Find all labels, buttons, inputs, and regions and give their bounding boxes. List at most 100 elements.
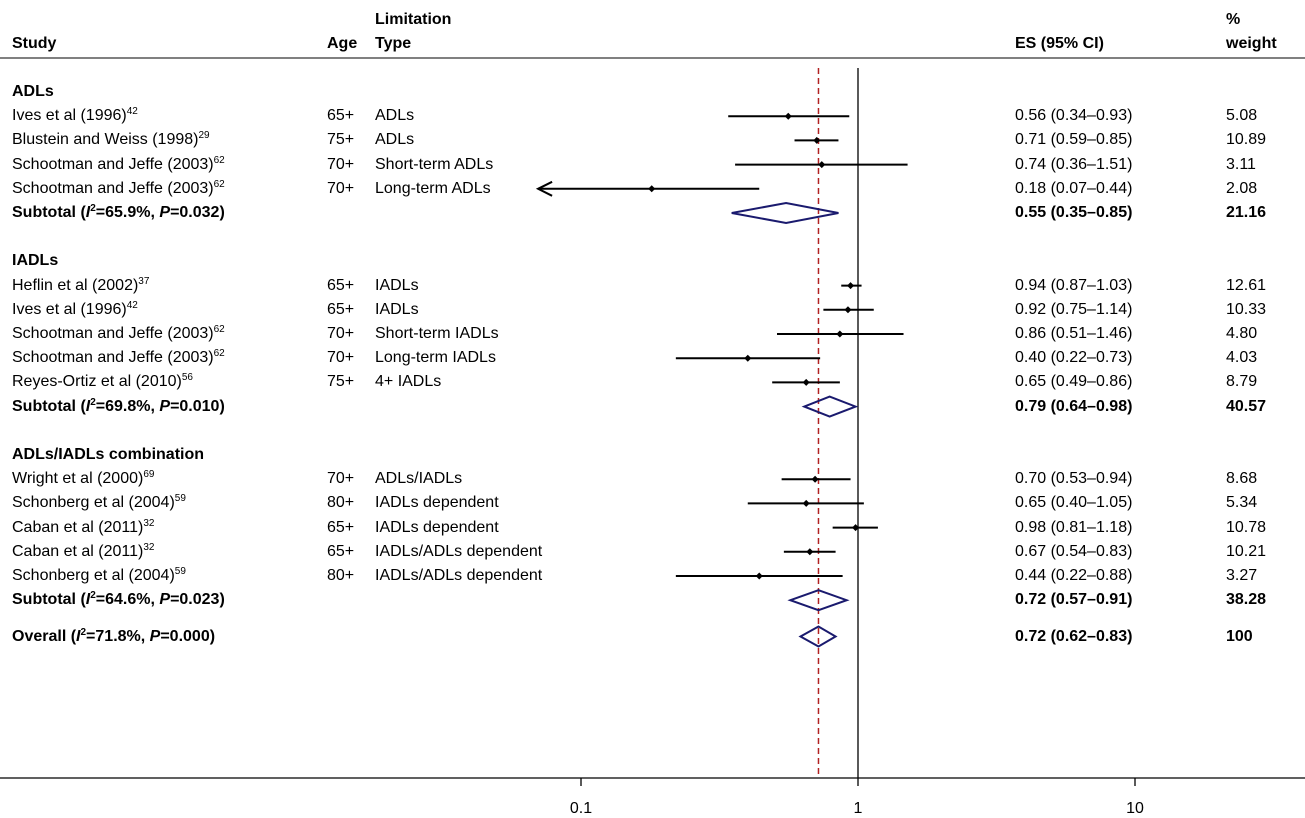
- study-weight: 5.08: [1226, 107, 1258, 125]
- subtotal-label-part: P: [159, 591, 171, 609]
- effect-size-ci: 0.18 (0.07–0.44): [1015, 179, 1133, 197]
- study-name: Schonberg et al (2004)59: [12, 566, 186, 585]
- effect-size-ci: 0.98 (0.81–1.18): [1015, 518, 1133, 536]
- study-name: Schootman and Jeffe (2003)62: [12, 324, 225, 343]
- age-value: 80+: [327, 567, 355, 584]
- study-weight: 10.78: [1226, 518, 1267, 536]
- header-weight-1: %: [1226, 11, 1241, 28]
- subtotal-label-part: 2: [90, 590, 96, 602]
- age-value: 75+: [327, 131, 355, 149]
- subtotal-weight: 21.16: [1226, 204, 1267, 221]
- reference-number: 69: [143, 469, 155, 481]
- study-name: Wright et al (2000)69: [12, 469, 155, 488]
- age-value: 65+: [327, 542, 355, 560]
- point-estimate: [818, 161, 826, 169]
- study-name: Schonberg et al (2004)59: [12, 493, 186, 512]
- reference-number: 62: [213, 154, 225, 166]
- study-name: Schootman and Jeffe (2003)62: [12, 154, 225, 173]
- point-estimate: [648, 185, 656, 193]
- subtotal-label-part: =0.023): [170, 591, 225, 609]
- study-weight: 5.34: [1226, 494, 1258, 512]
- limitation-type: IADLs dependent: [375, 518, 499, 536]
- overall-label-part: Overall (: [12, 627, 77, 645]
- reference-number: 62: [213, 324, 225, 335]
- effect-size-ci: 0.71 (0.59–0.85): [1015, 131, 1133, 149]
- age-value: 80+: [327, 494, 355, 512]
- header-age: Age: [327, 35, 358, 52]
- point-estimate: [784, 112, 792, 120]
- ci-arrow: [535, 180, 553, 197]
- study-weight: 10.89: [1226, 131, 1267, 149]
- effect-size-ci: 0.74 (0.36–1.51): [1015, 155, 1133, 173]
- study-weight: 3.11: [1226, 155, 1256, 173]
- study-weight: 8.79: [1226, 373, 1258, 391]
- reference-number: 42: [126, 299, 138, 311]
- point-estimate: [744, 354, 752, 362]
- age-value: 70+: [327, 470, 355, 488]
- subtotal-label-part: I: [85, 397, 91, 415]
- header-study: Study: [12, 35, 57, 52]
- reference-number: 59: [174, 566, 186, 577]
- subtotal-label-part: I: [85, 591, 91, 609]
- point-estimate: [847, 282, 855, 290]
- subtotal-label-part: P: [159, 397, 171, 415]
- study-weight: 8.68: [1226, 470, 1258, 488]
- subtotal-diamond: [801, 395, 859, 418]
- subtotal-es-ci: 0.79 (0.64–0.98): [1015, 397, 1133, 415]
- limitation-type: IADLs: [375, 276, 419, 294]
- x-tick-label: 1: [853, 800, 863, 817]
- reference-number: 32: [143, 541, 155, 553]
- effect-size-ci: 0.40 (0.22–0.73): [1015, 349, 1133, 367]
- point-estimate: [844, 306, 852, 314]
- point-estimate: [802, 378, 810, 386]
- subtotal-label: Subtotal (I2=65.9%, P=0.032): [12, 203, 225, 223]
- reference-number: 29: [198, 130, 210, 142]
- header-limitation-2: Type: [375, 35, 412, 52]
- reference-number: 42: [126, 106, 138, 118]
- overall-label-part: 2: [80, 626, 87, 638]
- point-estimate: [755, 572, 763, 580]
- reference-number: 56: [181, 372, 193, 384]
- effect-size-ci: 0.44 (0.22–0.88): [1015, 567, 1133, 584]
- subtotal-label-part: Subtotal (: [12, 204, 86, 221]
- x-tick-label: 0.1: [569, 800, 593, 817]
- overall-diamond: [798, 625, 838, 648]
- point-estimate: [802, 499, 810, 507]
- limitation-type: Long-term IADLs: [375, 349, 496, 367]
- subtotal-diamond: [731, 201, 839, 225]
- group-title: ADLs: [12, 83, 54, 100]
- reference-number: 59: [174, 493, 186, 505]
- x-tick-label: 10: [1126, 800, 1144, 817]
- limitation-type: Long-term ADLs: [375, 179, 491, 197]
- study-name: Ives et al (1996)42: [12, 299, 138, 318]
- study-weight: 10.21: [1226, 542, 1267, 560]
- subtotal-label-part: Subtotal (: [12, 397, 86, 415]
- subtotal-label-part: Subtotal (: [12, 591, 86, 609]
- limitation-type: ADLs: [375, 131, 415, 149]
- subtotal-label: Subtotal (I2=64.6%, P=0.023): [12, 590, 225, 610]
- point-estimate: [806, 548, 814, 556]
- study-name: Caban et al (2011)32: [12, 517, 155, 536]
- overall-es-ci: 0.72 (0.62–0.83): [1015, 627, 1133, 645]
- reference-number: 62: [213, 348, 225, 360]
- subtotal-label-part: P: [159, 204, 171, 221]
- study-name: Reyes-Ortiz et al (2010)56: [12, 372, 193, 391]
- subtotal-label-part: =69.8%,: [95, 397, 160, 415]
- age-value: 70+: [327, 325, 355, 342]
- age-value: 70+: [327, 155, 355, 173]
- subtotal-label-part: =65.9%,: [95, 204, 160, 221]
- limitation-type: 4+ IADLs: [375, 373, 442, 391]
- subtotal-es-ci: 0.72 (0.57–0.91): [1015, 591, 1133, 609]
- limitation-type: Short-term IADLs: [375, 325, 499, 342]
- study-weight: 10.33: [1226, 300, 1267, 318]
- overall-label: Overall (I2=71.8%, P=0.000): [12, 627, 215, 647]
- limitation-type: Short-term ADLs: [375, 155, 494, 173]
- limitation-type: ADLs: [375, 107, 415, 125]
- subtotal-weight: 40.57: [1226, 397, 1267, 415]
- effect-size-ci: 0.70 (0.53–0.94): [1015, 470, 1133, 488]
- study-name: Blustein and Weiss (1998)29: [12, 130, 210, 149]
- point-estimate: [811, 475, 819, 483]
- subtotal-label-part: 2: [90, 396, 96, 408]
- reference-number: 32: [143, 517, 155, 529]
